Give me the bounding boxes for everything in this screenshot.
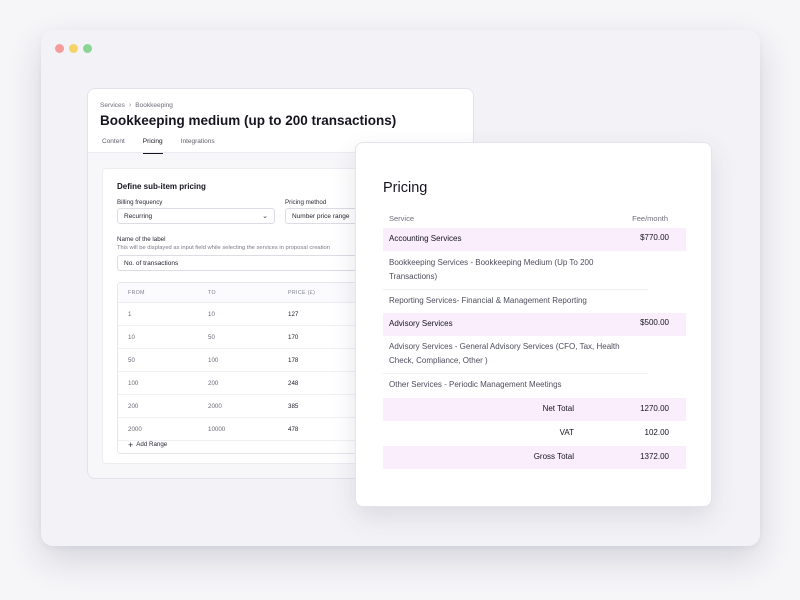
service-name: Advisory Services bbox=[389, 319, 453, 328]
service-name: Bookkeeping Services - Bookkeeping Mediu… bbox=[389, 258, 594, 281]
service-row-bookkeeping: Bookkeeping Services - Bookkeeping Mediu… bbox=[383, 255, 686, 287]
gross-total-row: Gross Total 1372.00 bbox=[383, 446, 686, 469]
column-header-to: TO bbox=[208, 290, 216, 296]
pricing-method-value: Number price range bbox=[292, 213, 350, 220]
cell-from[interactable]: 100 bbox=[128, 380, 139, 387]
net-total-label: Net Total bbox=[542, 404, 574, 413]
page-title: Bookkeeping medium (up to 200 transactio… bbox=[100, 113, 397, 128]
table-row: 100 200 248 bbox=[118, 372, 366, 395]
service-fee: $770.00 bbox=[640, 233, 669, 242]
cell-from[interactable]: 1 bbox=[128, 311, 132, 318]
service-name: Accounting Services bbox=[389, 234, 462, 243]
column-header-price: PRICE (£) bbox=[288, 290, 316, 296]
cell-price[interactable]: 178 bbox=[288, 357, 299, 364]
tab-integrations[interactable]: Integrations bbox=[180, 138, 215, 145]
table-row: 50 100 178 bbox=[118, 349, 366, 372]
service-row-accounting: Accounting Services $770.00 bbox=[383, 228, 686, 251]
pricing-summary-panel: Pricing Service Fee/month Accounting Ser… bbox=[355, 142, 712, 507]
minimize-window-button[interactable] bbox=[69, 44, 78, 53]
cell-to[interactable]: 100 bbox=[208, 357, 219, 364]
pricing-title: Pricing bbox=[383, 180, 428, 196]
service-row-advisory-general: Advisory Services - General Advisory Ser… bbox=[383, 339, 686, 371]
plus-icon: + bbox=[128, 439, 134, 450]
chevron-right-icon: › bbox=[128, 102, 132, 109]
service-name: Other Services - Periodic Management Mee… bbox=[389, 380, 562, 389]
cell-to[interactable]: 10 bbox=[208, 311, 215, 318]
table-row: 1 10 127 bbox=[118, 303, 366, 326]
cell-from[interactable]: 200 bbox=[128, 403, 139, 410]
service-column-header: Service bbox=[389, 214, 415, 223]
price-range-table: FROM TO PRICE (£) 1 10 127 10 50 170 50 … bbox=[117, 282, 367, 454]
cell-price[interactable]: 170 bbox=[288, 334, 299, 341]
tab-content[interactable]: Content bbox=[102, 138, 125, 145]
net-total-row: Net Total 1270.00 bbox=[383, 398, 686, 421]
breadcrumb-item-bookkeeping[interactable]: Bookkeeping bbox=[135, 102, 173, 109]
cell-price[interactable]: 127 bbox=[288, 311, 299, 318]
cell-price[interactable]: 478 bbox=[288, 426, 299, 433]
add-range-button[interactable]: + Add Range bbox=[128, 439, 168, 450]
vat-value: 102.00 bbox=[644, 428, 669, 437]
maximize-window-button[interactable] bbox=[83, 44, 92, 53]
chevron-down-icon: ⌄ bbox=[262, 213, 268, 220]
cell-to[interactable]: 50 bbox=[208, 334, 215, 341]
cell-to[interactable]: 2000 bbox=[208, 403, 222, 410]
service-name: Reporting Services- Financial & Manageme… bbox=[389, 296, 587, 305]
service-fee: $500.00 bbox=[640, 318, 669, 327]
billing-frequency-value: Recurring bbox=[124, 213, 153, 220]
net-total-value: 1270.00 bbox=[640, 404, 669, 413]
breadcrumb-item-services[interactable]: Services bbox=[100, 102, 125, 109]
cell-from[interactable]: 50 bbox=[128, 357, 135, 364]
breadcrumb: Services › Bookkeeping bbox=[100, 102, 173, 109]
billing-frequency-select[interactable]: Recurring ⌄ bbox=[117, 208, 275, 224]
fee-column-header: Fee/month bbox=[632, 214, 668, 223]
service-row-other: Other Services - Periodic Management Mee… bbox=[383, 377, 686, 395]
cell-price[interactable]: 385 bbox=[288, 403, 299, 410]
table-row: 200 2000 385 bbox=[118, 395, 366, 418]
service-name: Advisory Services - General Advisory Ser… bbox=[389, 342, 620, 365]
cell-to[interactable]: 10000 bbox=[208, 426, 226, 433]
close-window-button[interactable] bbox=[55, 44, 64, 53]
label-name-value: No. of transactions bbox=[124, 260, 179, 267]
column-header-from: FROM bbox=[128, 290, 145, 296]
table-header: FROM TO PRICE (£) bbox=[118, 283, 366, 303]
row-divider bbox=[383, 373, 648, 374]
card-title: Define sub-item pricing bbox=[117, 182, 206, 191]
cell-from[interactable]: 10 bbox=[128, 334, 135, 341]
table-row: 10 50 170 bbox=[118, 326, 366, 349]
billing-frequency-label: Billing frequency bbox=[117, 199, 163, 206]
label-name-hint: This will be displayed as input field wh… bbox=[117, 245, 330, 251]
vat-row: VAT 102.00 bbox=[383, 422, 686, 445]
gross-total-label: Gross Total bbox=[533, 452, 574, 461]
cell-price[interactable]: 248 bbox=[288, 380, 299, 387]
service-row-advisory: Advisory Services $500.00 bbox=[383, 313, 686, 336]
vat-label: VAT bbox=[559, 428, 574, 437]
label-name-label: Name of the label bbox=[117, 236, 166, 243]
cell-from[interactable]: 2000 bbox=[128, 426, 142, 433]
tab-bar: Content Pricing Integrations bbox=[102, 138, 233, 154]
add-range-label: Add Range bbox=[136, 441, 168, 448]
pricing-method-label: Pricing method bbox=[285, 199, 327, 206]
tab-pricing[interactable]: Pricing bbox=[142, 138, 163, 154]
row-divider bbox=[383, 289, 648, 290]
cell-to[interactable]: 200 bbox=[208, 380, 219, 387]
gross-total-value: 1372.00 bbox=[640, 452, 669, 461]
table-row: 2000 10000 478 bbox=[118, 418, 366, 441]
service-row-reporting: Reporting Services- Financial & Manageme… bbox=[383, 293, 686, 311]
